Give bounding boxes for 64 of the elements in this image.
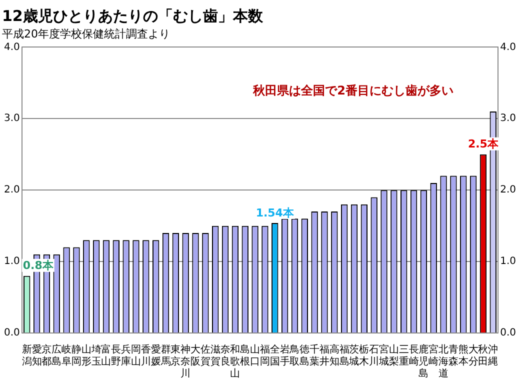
x-tick-label: 沖縄	[487, 344, 498, 368]
x-tick-label: 島根	[240, 344, 250, 368]
y-tick-label: 2.0	[4, 184, 20, 196]
x-tick-label: 石川	[369, 344, 380, 368]
y-tick-label: 4.0	[4, 42, 20, 53]
x-tick-label: 愛媛	[150, 344, 161, 368]
x-tick-label: 長崎	[408, 344, 419, 368]
x-tick-label: 大分	[468, 344, 478, 368]
x-tick-label: 奈良	[220, 344, 230, 368]
x-tick-label: 大阪	[190, 344, 201, 368]
x-tick-label: 佐賀	[200, 344, 210, 368]
x-tick-label: 山形	[81, 344, 92, 368]
data-label: 1.54本	[256, 206, 295, 220]
x-tick-label: 千葉	[310, 344, 320, 368]
x-tick-label: 福島	[339, 344, 350, 368]
x-tick-label: 群馬	[160, 344, 171, 368]
x-tick-label: 神奈川	[180, 344, 191, 380]
x-tick-label: 滋賀	[210, 344, 220, 368]
y2-tick-label: 2.0	[500, 184, 516, 196]
x-tick-label: 青森	[448, 344, 458, 368]
data-label: 0.8本	[22, 259, 54, 272]
x-tick-label: 全国	[270, 344, 280, 368]
y-tick-label: 1.0	[4, 256, 20, 268]
x-tick-label: 埼玉	[90, 344, 102, 368]
y2-tick-label: 4.0	[500, 42, 516, 53]
x-tick-label: 長野	[111, 344, 122, 368]
x-tick-label: 東京	[170, 344, 181, 368]
y-tick-label: 3.0	[4, 113, 20, 124]
chart-title: 12歳児ひとりあたりの「むし歯」本数	[2, 6, 264, 25]
x-tick-label: 兵庫	[121, 344, 132, 368]
x-tick-label: 宮崎	[428, 344, 439, 368]
x-tick-label: 静岡	[71, 344, 82, 368]
x-tick-label: 福岡	[260, 344, 270, 368]
x-tick-label: 新潟	[22, 344, 32, 368]
x-tick-label: 京都	[42, 344, 52, 368]
x-tick-label: 岡山	[130, 344, 141, 368]
y2-tick-label: 3.0	[500, 113, 516, 124]
x-tick-label: 広島	[52, 344, 62, 368]
data-label: 2.5本	[468, 138, 500, 151]
y2-tick-label: 1.0	[500, 256, 516, 268]
y2-tick-label: 0.0	[500, 328, 516, 339]
x-tick-label: 岐阜	[62, 344, 72, 368]
x-tick-label: 三重	[398, 344, 409, 368]
x-tick-label: 北海道	[438, 344, 449, 380]
chart-subtitle: 平成20年度学校保健統計調査より	[2, 27, 170, 40]
y-tick-label: 0.0	[4, 328, 20, 339]
x-tick-label: 熊本	[458, 344, 468, 368]
annotation: 秋田県は全国で2番目にむし歯が多い	[252, 83, 454, 98]
x-tick-label: 福井	[319, 344, 330, 368]
x-tick-label: 香川	[140, 344, 151, 368]
x-tick-label: 宮城	[378, 344, 390, 368]
x-tick-label: 栃木	[359, 344, 370, 368]
x-tick-label: 高知	[329, 344, 340, 368]
x-tick-label: 秋田	[478, 344, 488, 368]
x-tick-label: 鹿児島	[418, 344, 429, 380]
x-tick-label: 富山	[101, 344, 112, 368]
x-tick-label: 山口	[250, 344, 260, 368]
x-tick-label: 徳島	[300, 344, 310, 368]
x-tick-label: 鳥取	[288, 344, 300, 368]
x-tick-label: 愛知	[32, 344, 42, 368]
x-tick-label: 山梨	[388, 344, 399, 368]
x-tick-label: 茨城	[348, 344, 360, 368]
x-tick-label: 和歌山	[230, 344, 240, 380]
x-tick-label: 岩手	[280, 344, 290, 368]
